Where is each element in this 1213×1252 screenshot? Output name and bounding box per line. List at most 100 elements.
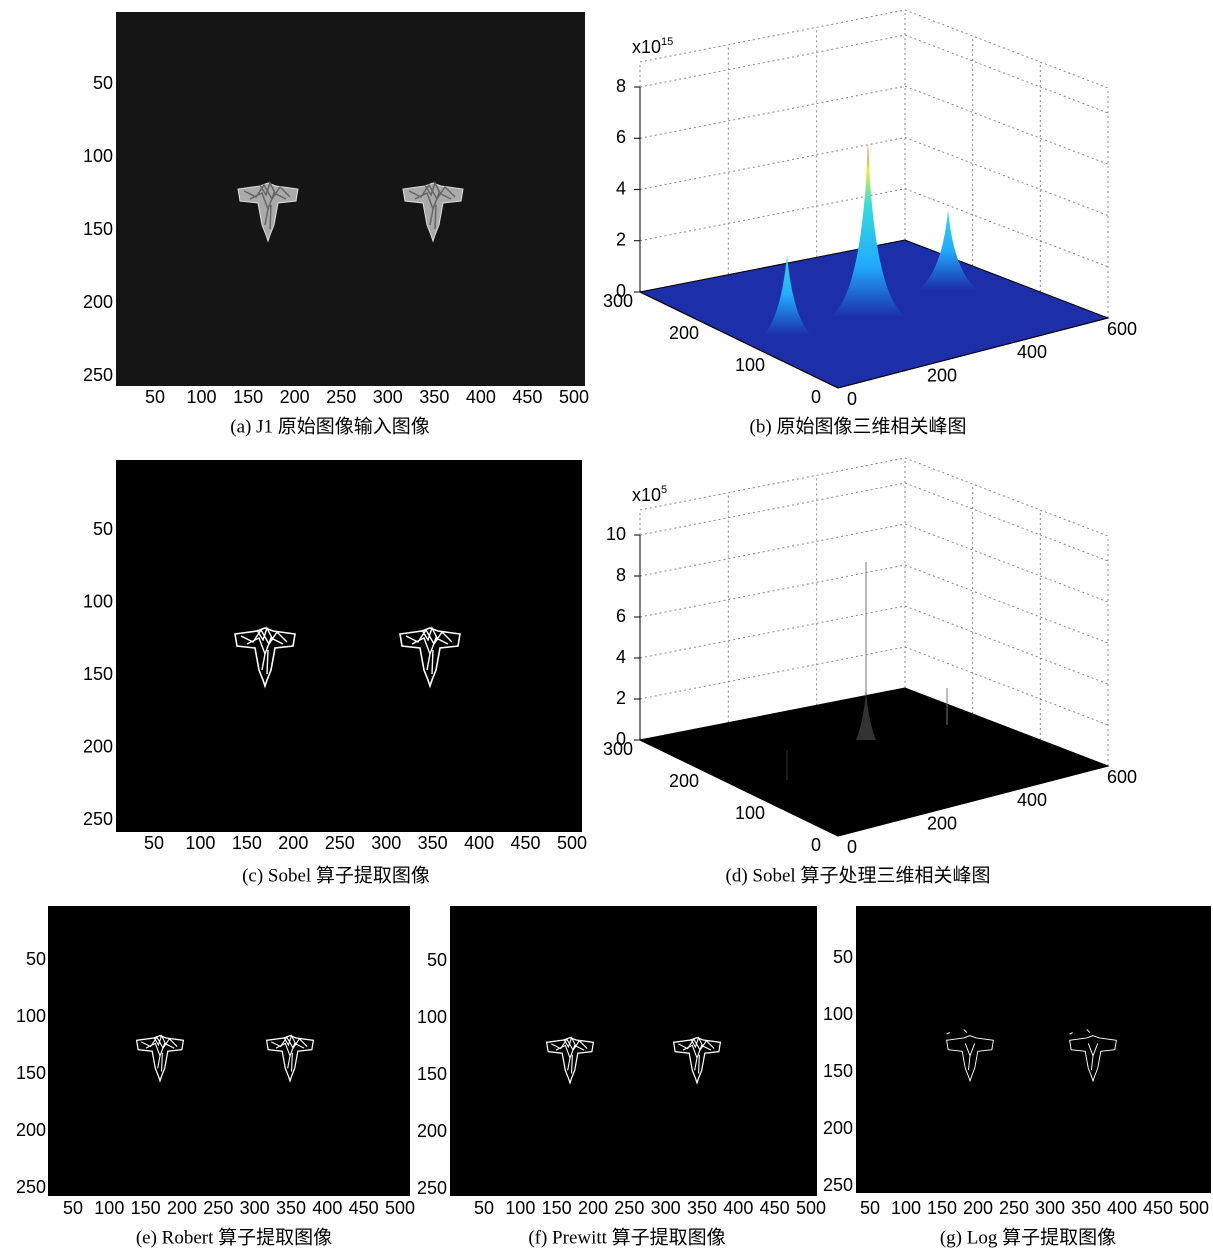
x-tick-label: 0 xyxy=(847,389,857,409)
y-tick-label: 300 xyxy=(603,291,633,311)
y-tick-label: 250 xyxy=(417,1178,447,1198)
z-tick-label: 2 xyxy=(616,230,626,250)
x-tick-label: 400 xyxy=(1017,790,1047,810)
x-tick-label: 150 xyxy=(927,1198,957,1218)
y-tick-label: 50 xyxy=(427,950,447,970)
x-tick-label: 500 xyxy=(557,833,587,853)
y-tick-label: 150 xyxy=(83,664,113,684)
caption: (c) Sobel 算子提取图像 xyxy=(242,864,430,886)
x-tick-label: 250 xyxy=(614,1198,644,1218)
image xyxy=(48,906,410,1196)
x-tick-label: 100 xyxy=(891,1198,921,1218)
y-tick-label: 150 xyxy=(417,1064,447,1084)
target xyxy=(946,1029,994,1083)
z-tick-label: 4 xyxy=(616,647,626,667)
y-tick-label: 250 xyxy=(16,1177,46,1197)
x-tick-label: 150 xyxy=(542,1198,572,1218)
x-tick-label: 100 xyxy=(94,1198,124,1218)
grid-line xyxy=(904,457,1109,537)
caption: (a) J1 原始图像输入图像 xyxy=(230,415,429,437)
y-tick-label: 50 xyxy=(26,949,46,969)
target xyxy=(672,1036,722,1085)
target xyxy=(1069,1029,1117,1083)
y-tick-label: 200 xyxy=(669,771,699,791)
aircraft-edge xyxy=(946,1035,994,1083)
x-tick-label: 300 xyxy=(371,833,401,853)
grid-line xyxy=(639,564,906,618)
aircraft-edge xyxy=(672,1036,722,1085)
y-tick-label: 150 xyxy=(83,219,113,239)
grid-line xyxy=(639,482,906,536)
x-tick-label: 100 xyxy=(187,387,217,407)
y-tick-label: 100 xyxy=(417,1007,447,1027)
x-tick-label: 600 xyxy=(1107,319,1137,339)
y-axis xyxy=(639,291,839,389)
correlation-peak xyxy=(828,143,908,318)
grid-line xyxy=(904,523,1109,603)
target xyxy=(399,626,461,689)
x-tick-label: 500 xyxy=(385,1198,415,1218)
aircraft-edge xyxy=(240,626,288,675)
x-tick-label: 300 xyxy=(651,1198,681,1218)
y-tick-label: 100 xyxy=(735,355,765,375)
x-tick-label: 250 xyxy=(203,1198,233,1218)
caption: (g) Log 算子提取图像 xyxy=(940,1226,1116,1248)
y-tick-label: 50 xyxy=(833,947,853,967)
x-tick-label: 50 xyxy=(145,387,165,407)
scale-exponent: 15 xyxy=(661,36,673,48)
scale-base: x10 xyxy=(632,37,661,57)
scale-base: x10 xyxy=(632,485,661,505)
z-tick-label: 8 xyxy=(616,76,626,96)
z-tick-label: 10 xyxy=(606,524,626,544)
x-tick-label: 50 xyxy=(144,833,164,853)
x-tick-label: 200 xyxy=(963,1198,993,1218)
x-tick-label: 500 xyxy=(559,387,589,407)
x-tick-label: 400 xyxy=(466,387,496,407)
x-tick-label: 450 xyxy=(1143,1198,1173,1218)
grid-line xyxy=(639,646,906,700)
aircraft-edge xyxy=(545,1036,595,1085)
aircraft-edge xyxy=(135,1034,185,1083)
x-tick-label: 400 xyxy=(312,1198,342,1218)
target xyxy=(545,1036,595,1085)
x-tick-label: 400 xyxy=(1017,342,1047,362)
target xyxy=(237,181,299,243)
y-tick-label: 200 xyxy=(669,323,699,343)
y-tick-label: 150 xyxy=(823,1061,853,1081)
target xyxy=(402,181,464,243)
y-tick-label: 50 xyxy=(93,519,113,539)
y-tick-label: 100 xyxy=(83,591,113,611)
z-tick-label: 8 xyxy=(616,565,626,585)
x-tick-label: 300 xyxy=(1035,1198,1065,1218)
grid-line xyxy=(904,646,1109,726)
y-tick-label: 300 xyxy=(603,739,633,759)
x-tick-label: 350 xyxy=(687,1198,717,1218)
grid-line xyxy=(904,34,1109,114)
y-tick-label: 150 xyxy=(16,1063,46,1083)
x-tick-label: 50 xyxy=(860,1198,880,1218)
aircraft-edge xyxy=(271,1034,308,1072)
aircraft-detail xyxy=(408,181,456,230)
x-tick-label: 50 xyxy=(474,1198,494,1218)
x-tick-label: 450 xyxy=(760,1198,790,1218)
x-tick-label: 400 xyxy=(723,1198,753,1218)
x-tick-label: 600 xyxy=(1107,767,1137,787)
z-tick-label: 0 xyxy=(616,281,626,301)
grid-line xyxy=(639,188,906,242)
y-axis xyxy=(639,739,839,837)
x-tick-label: 250 xyxy=(326,387,356,407)
x-tick-label: 300 xyxy=(240,1198,270,1218)
grid-line xyxy=(904,137,1109,216)
y-tick-label: 200 xyxy=(823,1118,853,1138)
caption: (f) Prewitt 算子提取图像 xyxy=(528,1226,725,1248)
caption: (d) Sobel 算子处理三维相关峰图 xyxy=(726,864,991,886)
x-tick-label: 250 xyxy=(325,833,355,853)
grid-line xyxy=(639,137,906,190)
x-tick-label: 250 xyxy=(999,1198,1029,1218)
x-tick-label: 450 xyxy=(511,833,541,853)
grid-line xyxy=(639,523,906,577)
surface-floor xyxy=(638,687,1110,837)
aircraft-edge xyxy=(399,627,461,689)
x-tick-label: 200 xyxy=(167,1198,197,1218)
y-tick-label: 200 xyxy=(83,292,113,312)
